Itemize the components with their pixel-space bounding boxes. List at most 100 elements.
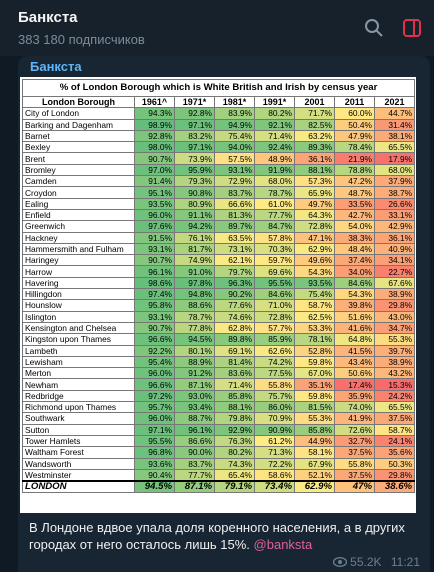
- percent-cell: 90.7%: [134, 321, 175, 335]
- table-row: Barnet 92.8% 83.2% 75.4% 71.4% 63.2% 47.9% 38.1…: [22, 129, 416, 143]
- percent-cell: 74.6%: [214, 310, 255, 323]
- percent-cell: 91.4%: [134, 175, 175, 188]
- percent-cell: 97.1%: [174, 118, 215, 131]
- percent-cell: 37.9%: [373, 175, 416, 188]
- percent-cell: 71.4%: [254, 129, 295, 143]
- percent-cell: 58.1%: [294, 446, 335, 459]
- percent-cell: 83.9%: [214, 107, 255, 120]
- column-header: 1971*: [174, 95, 215, 109]
- percent-cell: 97.4%: [134, 288, 175, 301]
- percent-cell: 91.5%: [134, 231, 175, 244]
- percent-cell: 93.5%: [134, 197, 175, 210]
- percent-cell: 43.4%: [334, 355, 375, 369]
- percent-cell: 96.6%: [134, 333, 175, 346]
- percent-cell: 96.0%: [134, 367, 175, 380]
- post-author[interactable]: Банкста: [30, 59, 82, 74]
- census-table: % of London Borough which is White Briti…: [21, 79, 416, 494]
- percent-cell: 90.4%: [134, 468, 175, 482]
- percent-cell: 70.9%: [254, 412, 295, 425]
- percent-cell: 38.9%: [373, 355, 416, 369]
- borough-name: Tower Hamlets: [22, 434, 135, 448]
- title-row: % of London Borough which is White Briti…: [21, 79, 416, 97]
- percent-cell: 93.5%: [294, 276, 335, 290]
- percent-cell: 34.7%: [373, 321, 416, 335]
- percent-cell: 32.7%: [334, 434, 375, 448]
- percent-cell: 38.1%: [373, 129, 416, 143]
- percent-cell: 21.9%: [334, 152, 375, 165]
- borough-name: Bromley: [22, 163, 135, 177]
- percent-cell: 95.4%: [134, 355, 175, 369]
- percent-cell: 63.2%: [294, 129, 335, 143]
- table-row: City of London 94.3% 92.8% 83.9% 80.2% 71.7% 6…: [22, 107, 416, 120]
- percent-cell: 93.6%: [134, 457, 175, 470]
- borough-name: Kingston upon Thames: [22, 333, 135, 346]
- percent-cell: 55.8%: [334, 457, 375, 470]
- percent-cell: 88.9%: [174, 355, 215, 369]
- percent-cell: 36.1%: [373, 231, 416, 244]
- post-image[interactable]: % of London Borough which is White Briti…: [20, 77, 416, 513]
- column-header: 1981*: [214, 95, 255, 109]
- percent-cell: 33.1%: [373, 208, 416, 222]
- percent-cell: 81.5%: [294, 401, 335, 414]
- percent-cell: 62.5%: [294, 310, 335, 323]
- borough-name: Wandsworth: [22, 457, 135, 470]
- percent-cell: 62.9%: [294, 242, 335, 256]
- percent-cell: 60.0%: [334, 107, 375, 120]
- header-row: London Borough 1961^ 1971* 1981* 1991* 2001 20…: [22, 95, 416, 109]
- percent-cell: 47.9%: [334, 129, 375, 143]
- percent-cell: 97.1%: [174, 141, 215, 154]
- percent-cell: 59.8%: [294, 389, 335, 403]
- percent-cell: 96.8%: [134, 446, 175, 459]
- percent-cell: 78.1%: [294, 333, 335, 346]
- percent-cell: 89.8%: [214, 333, 255, 346]
- percent-cell: 81.3%: [214, 208, 255, 222]
- table-row: Kensington and Chelsea 90.7% 77.8% 62.8% 57.…: [22, 321, 416, 335]
- sidebar-icon[interactable]: [402, 18, 422, 38]
- borough-name: Harrow: [22, 265, 135, 278]
- channel-link[interactable]: @banksta: [253, 537, 313, 552]
- percent-cell: 92.8%: [174, 107, 215, 120]
- percent-cell: 78.8%: [334, 163, 375, 177]
- percent-cell: 98.6%: [134, 276, 175, 290]
- percent-cell: 96.0%: [134, 208, 175, 222]
- percent-cell: 41.6%: [334, 321, 375, 335]
- percent-cell: 86.0%: [254, 401, 295, 414]
- percent-cell: 96.1%: [134, 265, 175, 278]
- percent-cell: 90.7%: [134, 152, 175, 165]
- channel-header: Банкста 383 180 подписчиков: [0, 0, 434, 56]
- percent-cell: 72.8%: [254, 310, 295, 323]
- search-icon[interactable]: [364, 18, 384, 38]
- percent-cell: 95.9%: [174, 163, 215, 177]
- percent-cell: 96.3%: [214, 276, 255, 290]
- percent-cell: 34.1%: [373, 254, 416, 267]
- percent-cell: 77.7%: [174, 468, 215, 482]
- column-header: 1991*: [254, 95, 295, 109]
- percent-cell: 71.3%: [254, 446, 295, 459]
- borough-name: Hounslow: [22, 299, 135, 312]
- table-row: Redbridge 97.2% 93.0% 85.8% 75.7% 59.8% 35.9% 2…: [22, 389, 416, 403]
- percent-cell: 38.6%: [373, 480, 416, 494]
- percent-cell: 47.1%: [294, 231, 335, 244]
- percent-cell: 91.1%: [174, 208, 215, 222]
- percent-cell: 81.4%: [214, 355, 255, 369]
- column-header: 2011: [334, 95, 375, 109]
- table-row: Camden 91.4% 79.3% 72.9% 68.0% 57.3% 47.2% 37.9…: [22, 175, 416, 188]
- percent-cell: 95.5%: [254, 276, 295, 290]
- borough-name: Bexley: [22, 141, 135, 154]
- percent-cell: 96.6%: [134, 378, 175, 391]
- percent-cell: 57.7%: [254, 321, 295, 335]
- percent-cell: 65.5%: [373, 141, 416, 154]
- percent-cell: 97.1%: [134, 423, 175, 436]
- percent-cell: 74.0%: [334, 401, 375, 414]
- table-row: Bexley 98.0% 97.1% 94.0% 92.4% 89.3% 78.4% 65.5…: [22, 141, 416, 154]
- percent-cell: 78.7%: [254, 186, 295, 199]
- percent-cell: 65.4%: [214, 468, 255, 482]
- percent-cell: 24.2%: [373, 389, 416, 403]
- percent-cell: 50.6%: [334, 367, 375, 380]
- percent-cell: 50.3%: [373, 457, 416, 470]
- percent-cell: 67.6%: [373, 276, 416, 290]
- percent-cell: 87.1%: [174, 480, 215, 494]
- percent-cell: 51.6%: [334, 310, 375, 323]
- table-row: Wandsworth 93.6% 83.7% 74.3% 72.2% 67.9% 55.8%…: [22, 457, 416, 470]
- channel-title[interactable]: Банкста: [18, 9, 78, 26]
